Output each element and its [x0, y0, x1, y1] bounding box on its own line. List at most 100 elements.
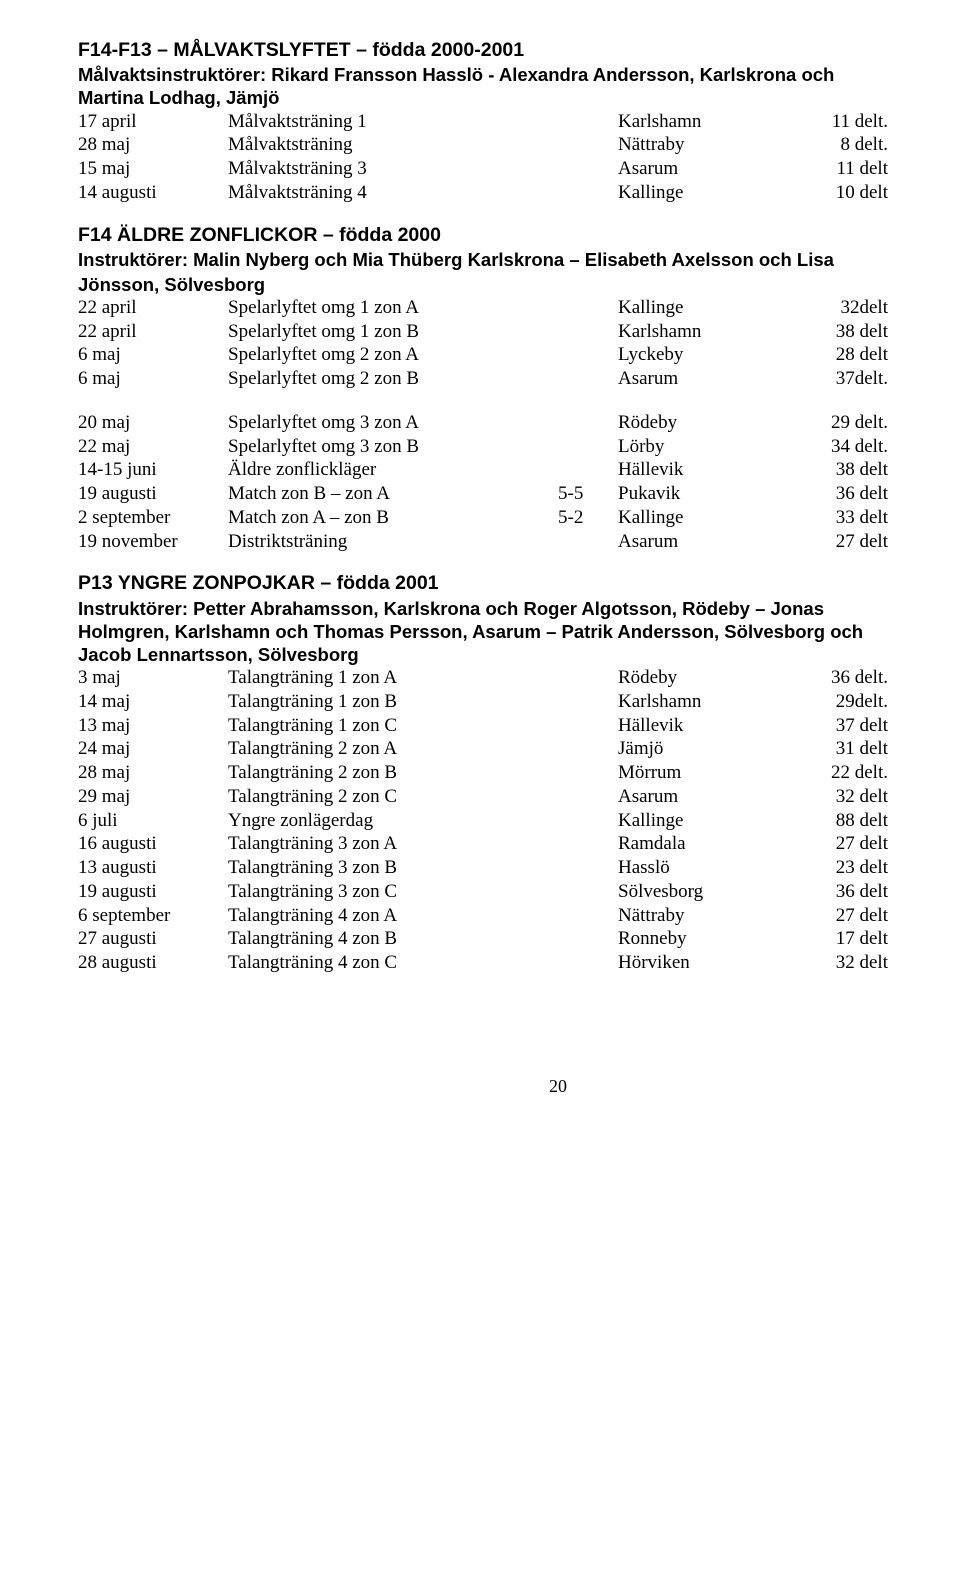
table-row: 22 aprilSpelarlyftet omg 1 zon BKarlsham…: [78, 320, 960, 344]
table-row: 6 septemberTalangträning 4 zon ANättraby…: [78, 904, 960, 928]
cell-location: Nättraby: [618, 133, 798, 157]
cell-score: 5-5: [558, 482, 618, 506]
cell-date: 29 maj: [78, 785, 228, 809]
cell-date: 28 maj: [78, 761, 228, 785]
table-row: 2 septemberMatch zon A – zon B5-2Kalling…: [78, 506, 960, 530]
cell-result: 11 delt.: [798, 110, 888, 134]
cell-date: 14 maj: [78, 690, 228, 714]
cell-activity: Målvaktsträning 3: [228, 157, 558, 181]
section2-subline1: Instruktörer: Malin Nyberg och Mia Thübe…: [78, 248, 960, 273]
section1-rows: 17 aprilMålvaktsträning 1Karlshamn11 del…: [78, 110, 960, 205]
cell-activity: Talangträning 2 zon B: [228, 761, 618, 785]
cell-date: 2 september: [78, 506, 228, 530]
section1-subtitle2: Martina Lodhag, Jämjö: [78, 86, 960, 109]
cell-result: 31 delt: [798, 737, 888, 761]
cell-location: Kallinge: [618, 181, 798, 205]
table-row: 13 augustiTalangträning 3 zon BHasslö23 …: [78, 856, 960, 880]
table-row: 13 majTalangträning 1 zon CHällevik37 de…: [78, 714, 960, 738]
label-instructors: Instruktörer: Malin Nyberg och Mia Thübe…: [78, 249, 834, 270]
table-row: 3 majTalangträning 1 zon ARödeby36 delt.: [78, 666, 960, 690]
table-row: 20 majSpelarlyftet omg 3 zon ARödeby29 d…: [78, 411, 960, 435]
cell-date: 27 augusti: [78, 927, 228, 951]
cell-activity: Yngre zonlägerdag: [228, 809, 618, 833]
cell-result: 36 delt.: [798, 666, 888, 690]
cell-date: 28 augusti: [78, 951, 228, 975]
cell-result: 36 delt: [798, 880, 888, 904]
cell-location: Asarum: [618, 785, 798, 809]
section3-subline3: Jacob Lennartsson, Sölvesborg: [78, 643, 960, 666]
cell-date: 6 maj: [78, 367, 228, 391]
cell-date: 6 maj: [78, 343, 228, 367]
cell-date: 17 april: [78, 110, 228, 134]
table-row: 19 novemberDistriktsträning Asarum27 delt: [78, 530, 960, 554]
cell-activity: Talangträning 2 zon C: [228, 785, 618, 809]
cell-activity: Talangträning 1 zon A: [228, 666, 618, 690]
cell-location: Kallinge: [618, 296, 798, 320]
cell-date: 6 september: [78, 904, 228, 928]
section2-subline2: Jönsson, Sölvesborg: [78, 273, 960, 296]
cell-activity: Spelarlyftet omg 3 zon B: [228, 435, 558, 459]
table-row: 6 juliYngre zonlägerdagKallinge88 delt: [78, 809, 960, 833]
cell-date: 28 maj: [78, 133, 228, 157]
table-row: 6 majSpelarlyftet omg 2 zon BAsarum37del…: [78, 367, 960, 391]
cell-location: Ramdala: [618, 832, 798, 856]
cell-activity: Äldre zonflickläger: [228, 458, 558, 482]
cell-location: Lörby: [618, 435, 798, 459]
cell-activity: Talangträning 4 zon A: [228, 904, 618, 928]
cell-location: Kallinge: [618, 506, 798, 530]
cell-result: 38 delt: [798, 458, 888, 482]
section3-title: P13 YNGRE ZONPOJKAR – födda 2001: [78, 571, 960, 596]
cell-result: 27 delt: [798, 530, 888, 554]
table-row: 17 aprilMålvaktsträning 1Karlshamn11 del…: [78, 110, 960, 134]
cell-location: Karlshamn: [618, 110, 798, 134]
table-row: 14 majTalangträning 1 zon BKarlshamn29de…: [78, 690, 960, 714]
cell-result: 32delt: [798, 296, 888, 320]
cell-location: Hällevik: [618, 714, 798, 738]
cell-result: 28 delt: [798, 343, 888, 367]
cell-result: 23 delt: [798, 856, 888, 880]
cell-result: 38 delt: [798, 320, 888, 344]
cell-location: Kallinge: [618, 809, 798, 833]
table-row: 29 majTalangträning 2 zon CAsarum32 delt: [78, 785, 960, 809]
table-row: 14 augustiMålvaktsträning 4Kallinge10 de…: [78, 181, 960, 205]
cell-location: Mörrum: [618, 761, 798, 785]
cell-activity: Talangträning 3 zon A: [228, 832, 618, 856]
section2-title: F14 ÄLDRE ZONFLICKOR – födda 2000: [78, 223, 960, 248]
cell-location: Asarum: [618, 157, 798, 181]
cell-activity: Match zon A – zon B: [228, 506, 558, 530]
cell-result: 36 delt: [798, 482, 888, 506]
cell-date: 24 maj: [78, 737, 228, 761]
section2-rows-b: 20 majSpelarlyftet omg 3 zon ARödeby29 d…: [78, 411, 960, 554]
section2-rows-a: 22 aprilSpelarlyftet omg 1 zon AKallinge…: [78, 296, 960, 391]
cell-result: 27 delt: [798, 832, 888, 856]
cell-date: 3 maj: [78, 666, 228, 690]
cell-activity: Distriktsträning: [228, 530, 558, 554]
table-row: 19 augustiMatch zon B – zon A5-5Pukavik3…: [78, 482, 960, 506]
cell-activity: Spelarlyftet omg 2 zon A: [228, 343, 618, 367]
cell-location: Asarum: [618, 530, 798, 554]
cell-result: 37delt.: [798, 367, 888, 391]
section1-title: F14-F13 – MÅLVAKTSLYFTET – födda 2000-20…: [78, 38, 960, 63]
cell-date: 19 november: [78, 530, 228, 554]
table-row: 22 aprilSpelarlyftet omg 1 zon AKallinge…: [78, 296, 960, 320]
cell-result: 34 delt.: [798, 435, 888, 459]
cell-activity: Talangträning 2 zon A: [228, 737, 618, 761]
section1-subtitle1: Målvaktsinstruktörer: Rikard Fransson Ha…: [78, 63, 960, 86]
table-row: 24 majTalangträning 2 zon AJämjö31 delt: [78, 737, 960, 761]
spacer: [78, 391, 960, 411]
cell-date: 22 april: [78, 320, 228, 344]
cell-location: Pukavik: [618, 482, 798, 506]
cell-result: 88 delt: [798, 809, 888, 833]
cell-result: 32 delt: [798, 951, 888, 975]
table-row: 14-15 juniÄldre zonflicklägerHällevik38 …: [78, 458, 960, 482]
cell-location: Nättraby: [618, 904, 798, 928]
section3-subline1: Instruktörer: Petter Abrahamsson, Karlsk…: [78, 597, 960, 620]
page-number: 20: [78, 1075, 960, 1098]
table-row: 15 majMålvaktsträning 3Asarum11 delt: [78, 157, 960, 181]
cell-location: Lyckeby: [618, 343, 798, 367]
cell-activity: Talangträning 1 zon B: [228, 690, 618, 714]
table-row: 19 augustiTalangträning 3 zon CSölvesbor…: [78, 880, 960, 904]
cell-location: Asarum: [618, 367, 798, 391]
table-row: 27 augustiTalangträning 4 zon BRonneby17…: [78, 927, 960, 951]
cell-activity: Match zon B – zon A: [228, 482, 558, 506]
